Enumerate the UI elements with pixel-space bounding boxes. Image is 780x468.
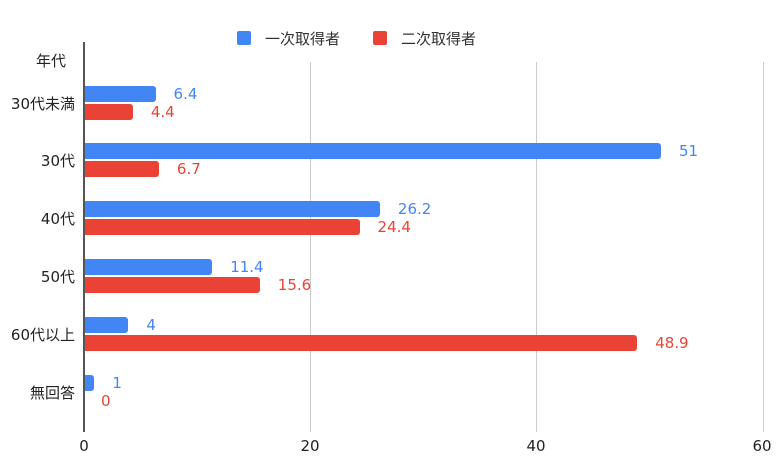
y-axis-line	[83, 42, 85, 432]
legend-item-secondary[interactable]: 二次取得者	[373, 26, 476, 50]
x-tick-label: 40	[526, 437, 546, 455]
data-label: 26.2	[397, 200, 432, 218]
bar-secondary[interactable]	[83, 161, 159, 177]
data-label: 4	[146, 316, 156, 334]
bar-secondary[interactable]	[83, 104, 133, 120]
legend: 一次取得者 二次取得者	[0, 26, 780, 50]
bar-primary[interactable]	[83, 86, 156, 102]
bar-secondary[interactable]	[83, 335, 638, 351]
data-label: 24.4	[377, 218, 411, 236]
gridline	[763, 62, 764, 432]
category-label: 30代未満	[10, 95, 75, 113]
category-label: 40代	[40, 210, 75, 228]
legend-label: 一次取得者	[265, 29, 341, 48]
data-label: 51	[679, 142, 699, 160]
bar-primary[interactable]	[83, 259, 213, 275]
gridline	[536, 62, 537, 432]
plot-area: 6.4 4.4 51 6.7 26.2 24.4 11.4 15.6 4 48.9 1 0	[83, 42, 764, 432]
bar-primary[interactable]	[83, 201, 380, 217]
data-label: 1	[112, 374, 122, 392]
x-tick-label: 0	[79, 437, 89, 455]
data-label: 15.6	[277, 276, 312, 294]
bar-primary[interactable]	[83, 143, 661, 159]
legend-swatch-blue	[237, 31, 251, 45]
data-label: 48.9	[655, 334, 689, 352]
y-axis-title: 年代	[36, 52, 67, 70]
bar-primary[interactable]	[83, 317, 129, 333]
category-label: 30代	[40, 152, 75, 170]
bar-primary[interactable]	[83, 375, 95, 391]
data-label: 4.4	[150, 103, 175, 121]
data-label: 6.4	[173, 85, 198, 103]
gridline	[310, 62, 311, 432]
legend-swatch-red	[373, 31, 387, 45]
data-label: 0	[101, 392, 111, 410]
legend-item-primary[interactable]: 一次取得者	[237, 26, 340, 50]
bar-secondary[interactable]	[83, 219, 360, 235]
x-tick-label: 60	[752, 437, 772, 455]
category-label: 無回答	[29, 384, 75, 402]
category-label: 50代	[40, 268, 75, 286]
data-label: 6.7	[176, 160, 201, 178]
legend-label: 二次取得者	[401, 29, 477, 48]
category-label: 60代以上	[10, 326, 75, 344]
x-tick-label: 20	[300, 437, 320, 455]
bar-secondary[interactable]	[83, 277, 260, 293]
data-label: 11.4	[230, 258, 264, 276]
